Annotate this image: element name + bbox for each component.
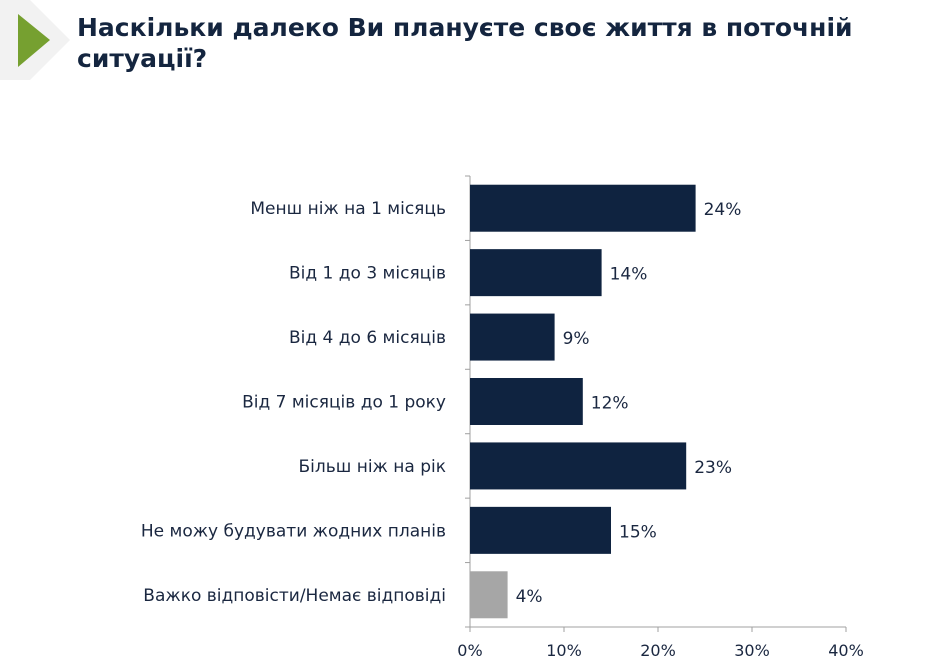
bar — [470, 506, 611, 554]
value-label: 14% — [610, 265, 648, 285]
bar — [470, 571, 508, 619]
background-chevron — [0, 0, 70, 80]
category-label: Не можу будувати жодних планів — [141, 521, 446, 541]
value-label: 24% — [704, 200, 742, 220]
bar — [470, 249, 602, 297]
x-tick-label: 40% — [828, 641, 864, 660]
bar — [470, 378, 583, 425]
x-tick-label: 30% — [734, 641, 770, 660]
x-tick-label: 20% — [640, 641, 676, 660]
bar — [470, 442, 687, 490]
category-label: Важко відповісти/Немає відповіді — [143, 586, 446, 606]
value-label: 23% — [694, 458, 732, 478]
bar — [470, 313, 555, 361]
category-label: Від 4 до 6 місяців — [289, 328, 446, 348]
x-tick-label: 0% — [457, 641, 482, 660]
x-tick-label: 10% — [546, 641, 582, 660]
value-label: 9% — [563, 329, 590, 349]
category-label: Більш ніж на рік — [298, 457, 446, 477]
value-label: 12% — [591, 394, 629, 414]
category-label: Менш ніж на 1 місяць — [250, 199, 446, 219]
page-title: Наскільки далеко Ви плануєте своє життя … — [77, 13, 853, 73]
category-label: Від 7 місяців до 1 року — [242, 393, 446, 413]
bar — [470, 184, 696, 232]
category-label: Від 1 до 3 місяців — [289, 264, 446, 284]
value-label: 15% — [619, 522, 657, 542]
green-triangle-icon — [18, 14, 50, 67]
value-label: 4% — [516, 587, 543, 607]
